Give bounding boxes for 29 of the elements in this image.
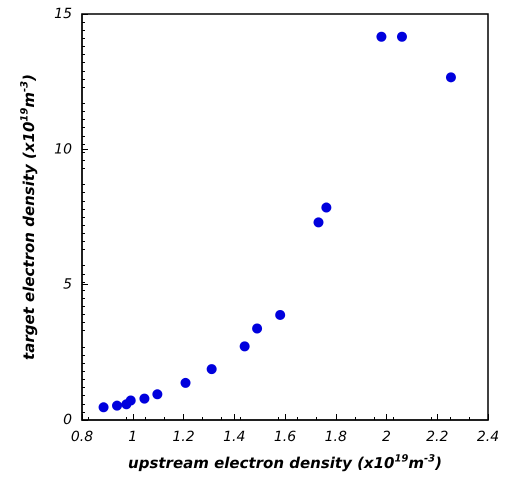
point — [446, 72, 456, 82]
point — [314, 217, 324, 228]
point — [396, 32, 407, 42]
y-tick-label: 0 — [63, 412, 72, 428]
y-tick-label: 5 — [63, 276, 72, 293]
point — [275, 310, 286, 320]
x-tick-label: 1.2 — [172, 429, 195, 445]
x-tick-label: 1.6 — [274, 429, 296, 445]
point — [126, 396, 136, 406]
point — [98, 402, 109, 412]
point — [240, 341, 250, 352]
x-tick-label: 1.4 — [223, 429, 246, 445]
point — [112, 400, 122, 411]
point — [206, 364, 217, 374]
y-tick-label: 10 — [54, 141, 72, 158]
x-tick-label: 1.8 — [324, 429, 347, 445]
point — [321, 202, 332, 213]
x-tick-label: 2.4 — [476, 429, 500, 445]
point — [152, 389, 162, 400]
point — [139, 394, 150, 404]
point — [180, 378, 191, 388]
point — [376, 32, 386, 42]
x-tick-label: 1 — [128, 429, 138, 445]
y-axis-title: target electron density (x1019m-3) — [20, 74, 38, 360]
point — [252, 324, 262, 334]
y-tick-label: 15 — [54, 6, 72, 22]
x-tick-label: 2 — [382, 429, 392, 445]
x-tick-label: 0.8 — [70, 429, 94, 445]
x-tick-label: 2.2 — [426, 429, 448, 445]
